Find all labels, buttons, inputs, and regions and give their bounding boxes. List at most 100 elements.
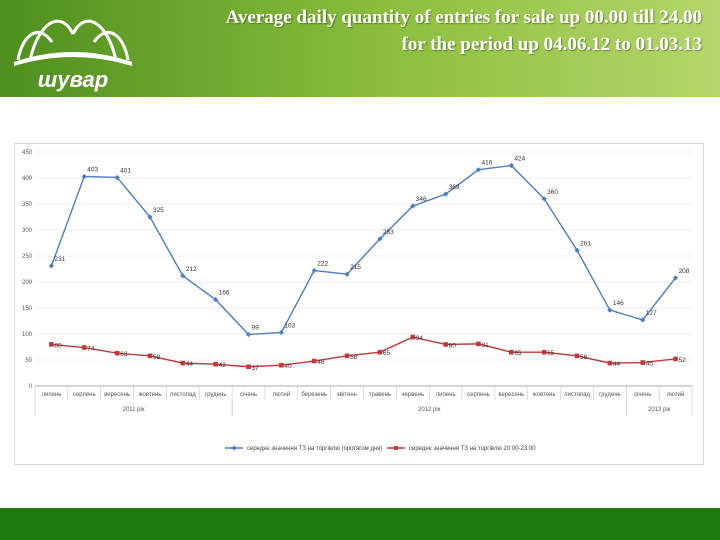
data-point <box>344 353 350 359</box>
title-line-2: for the period up 04.06.12 to 01.03.13 <box>401 34 702 55</box>
data-label: 215 <box>350 264 361 271</box>
series-line <box>50 164 677 336</box>
x-tick-label: квітень <box>337 392 357 398</box>
data-label: 65 <box>514 350 522 357</box>
data-label: 58 <box>153 354 161 361</box>
data-label: 58 <box>350 354 358 361</box>
data-label: 360 <box>547 189 558 196</box>
data-point <box>673 356 678 362</box>
data-label: 74 <box>87 346 95 353</box>
data-point <box>180 360 186 366</box>
y-tick-label: 0 <box>29 384 33 390</box>
x-tick-label: травень <box>369 392 391 398</box>
data-label: 94 <box>416 335 424 342</box>
data-point <box>640 360 646 365</box>
data-label: 48 <box>317 359 325 366</box>
data-point <box>475 167 482 173</box>
x-tick-label: березень <box>301 392 327 398</box>
data-label: 80 <box>449 342 457 349</box>
data-point <box>279 362 284 368</box>
shuvar-logo: шувар <box>14 19 132 92</box>
year-group-label: 2013 рік <box>648 407 671 413</box>
data-point <box>377 236 383 242</box>
data-point <box>114 174 120 181</box>
data-label: 127 <box>646 310 657 317</box>
data-label: 58 <box>580 354 588 361</box>
data-label: 40 <box>284 363 292 370</box>
data-point <box>509 349 514 355</box>
y-tick-label: 100 <box>22 332 33 338</box>
x-tick-label: вересень <box>498 392 524 398</box>
data-label: 416 <box>481 160 492 167</box>
data-label: 369 <box>449 184 460 191</box>
x-tick-label: лютий <box>273 391 290 398</box>
data-point <box>508 162 514 169</box>
data-point <box>311 267 317 274</box>
data-label: 403 <box>87 166 98 173</box>
title-line-1: Average daily quantity of entries for sa… <box>225 7 702 28</box>
data-point <box>81 345 87 350</box>
data-point <box>147 353 153 359</box>
data-label: 283 <box>383 229 394 236</box>
x-tick-label: жовтень <box>533 392 556 398</box>
y-tick-label: 200 <box>22 280 33 286</box>
x-tick-label: вересень <box>104 392 130 398</box>
data-point <box>48 263 55 269</box>
data-label: 65 <box>383 350 391 357</box>
x-tick-label: січень <box>634 392 651 398</box>
x-tick-label: червень <box>401 392 424 398</box>
data-label: 222 <box>317 261 328 268</box>
data-point <box>311 358 317 364</box>
data-point <box>443 342 448 347</box>
data-point <box>114 350 120 356</box>
y-tick-label: 300 <box>22 228 33 234</box>
x-tick-label: серпень <box>73 392 96 398</box>
data-label: 401 <box>120 167 131 174</box>
data-point <box>246 364 251 370</box>
x-tick-label: жовтень <box>139 392 162 398</box>
data-label: 166 <box>219 290 230 297</box>
footer-bar <box>0 508 720 540</box>
year-group-label: 2012 рік <box>418 407 441 413</box>
data-label: 52 <box>679 357 687 364</box>
data-point <box>213 361 218 367</box>
data-point <box>574 247 580 253</box>
data-point <box>278 329 284 336</box>
x-tick-label: лютий <box>667 391 684 398</box>
data-label: 42 <box>219 362 227 369</box>
data-point <box>180 273 186 279</box>
data-label: 44 <box>186 361 194 368</box>
data-label: 45 <box>646 361 654 368</box>
data-point <box>410 334 416 340</box>
x-tick-label: грудень <box>205 392 227 398</box>
data-label: 81 <box>481 342 489 349</box>
data-point <box>607 360 613 366</box>
data-label: 146 <box>613 300 624 307</box>
data-label: 37 <box>252 365 260 372</box>
data-point <box>81 173 87 180</box>
data-point <box>541 349 547 355</box>
chart-svg: 0 50 100 150 200 250 300 350 400 450 липень серпень… <box>22 150 693 452</box>
page-title: Average daily quantity of entries for sa… <box>102 4 702 58</box>
data-point <box>574 353 580 359</box>
data-point <box>410 203 416 209</box>
data-label: 80 <box>54 342 62 349</box>
y-tick-label: 400 <box>22 176 33 182</box>
data-label: 63 <box>120 351 128 358</box>
data-label: 44 <box>613 361 621 368</box>
y-tick-label: 150 <box>22 306 33 312</box>
data-label: 231 <box>54 256 65 263</box>
legend-label: середнє значення ТЗ на торгівлю 20:00-23… <box>409 446 536 452</box>
data-label: 212 <box>186 266 197 273</box>
data-label: 208 <box>679 268 690 275</box>
y-tick-label: 350 <box>22 202 33 208</box>
legend-marker <box>231 445 237 451</box>
y-tick-label: 450 <box>22 150 33 156</box>
data-point <box>443 191 449 197</box>
data-point <box>476 341 481 347</box>
x-tick-label: липень <box>41 392 61 398</box>
data-point <box>213 297 219 303</box>
x-tick-label: серпень <box>467 392 490 398</box>
legend-label: середнє значення ТЗ на торгівлю (протяго… <box>247 446 383 452</box>
data-label: 103 <box>284 322 295 329</box>
